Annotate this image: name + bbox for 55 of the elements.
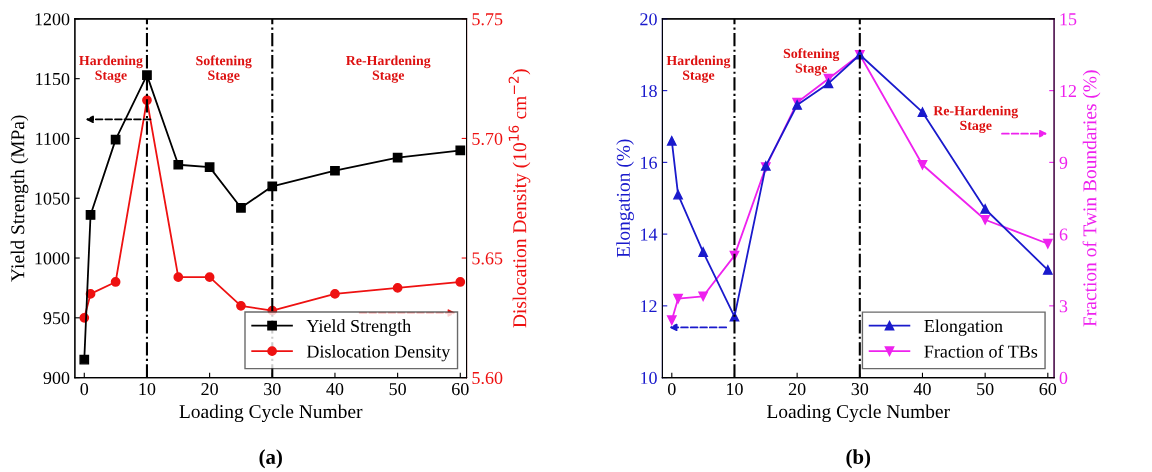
annotation: Re-Hardening Stage	[346, 55, 431, 83]
y-axis-title: Yield Strength (MPa)	[10, 115, 29, 282]
x-tick-label: 0	[667, 382, 676, 396]
x-tick-label: 50	[977, 382, 994, 396]
x-tick-label: 10	[139, 382, 156, 396]
x-tick-label: 20	[788, 382, 806, 396]
y2-tick-label: 5.65	[472, 252, 503, 265]
y-tick-label: 1000	[35, 252, 70, 265]
x-tick-label: 40	[913, 382, 931, 396]
legend-label: Elongation	[924, 319, 1003, 336]
y2-tick-label: 5.60	[472, 371, 503, 385]
y-tick-label: 1150	[36, 72, 70, 86]
text: (a)	[259, 449, 282, 469]
annotation: Hardening Stage	[79, 55, 143, 83]
y2-tick-label: 9	[1059, 156, 1068, 169]
y-tick-label: 1100	[36, 132, 70, 145]
y2-tick-label: 5.70	[472, 132, 503, 145]
y-tick-label: 950	[43, 312, 70, 325]
y-tick-label: 14	[641, 228, 658, 241]
x-tick-label: 40	[326, 382, 344, 396]
annotation: Softening Stage	[196, 55, 252, 83]
y2-tick-label: 0	[1059, 371, 1068, 385]
x-tick-label: 60	[452, 382, 469, 396]
annotation: Re-Hardening Stage	[933, 105, 1019, 133]
y-tick-label: 1200	[35, 13, 70, 26]
y2-tick-label: 6	[1059, 228, 1068, 241]
x-axis-title: Loading Cycle Number	[179, 404, 363, 423]
y-tick-label: 16	[641, 156, 657, 169]
x-tick-label: 10	[727, 382, 743, 396]
x-tick-label: 30	[851, 382, 869, 396]
y2-tick-label: 12	[1060, 84, 1076, 97]
y-tick-label: 900	[43, 371, 70, 385]
y-axis-title: Elongation (%)	[616, 139, 634, 258]
y-tick-label: 1050	[35, 192, 70, 205]
annotation: Hardening Stage	[666, 55, 731, 83]
y-tick-label: 12	[641, 300, 657, 313]
text: (b)	[846, 449, 871, 469]
y2-tick-label: 3	[1059, 300, 1068, 313]
y-tick-label: 18	[641, 84, 657, 98]
annotation: Softening Stage	[783, 48, 840, 76]
x-tick-label: 30	[264, 382, 281, 396]
y2-axis-title: Fraction of Twin Boundaries (%)	[1082, 70, 1101, 327]
x-tick-label: 50	[389, 382, 406, 396]
y2-tick-label: 15	[1060, 13, 1077, 26]
y-tick-label: 10	[641, 371, 657, 385]
y2-axis-title: Dislocation Density (10$^{16}$ cm$^{−2}$)	[508, 69, 531, 328]
x-tick-label: 0	[80, 382, 89, 396]
legend-label: Fraction of TBs	[924, 344, 1038, 358]
y-tick-label: 20	[640, 13, 657, 26]
x-axis-title: Loading Cycle Number	[767, 404, 950, 423]
x-tick-label: 20	[201, 382, 218, 396]
x-tick-label: 60	[1039, 382, 1057, 396]
y2-tick-label: 5.75	[472, 13, 503, 26]
legend-label: Dislocation Density	[306, 344, 451, 362]
legend-label: Yield Strength	[306, 319, 411, 336]
